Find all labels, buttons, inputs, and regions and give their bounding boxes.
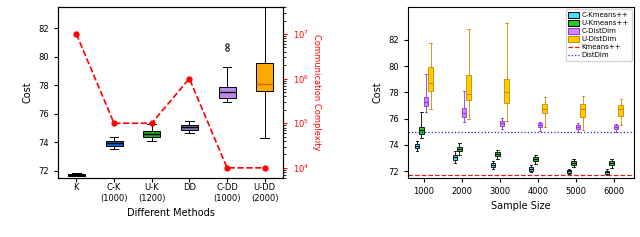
PathPatch shape <box>457 146 461 151</box>
PathPatch shape <box>219 87 236 98</box>
PathPatch shape <box>618 105 623 116</box>
PathPatch shape <box>614 125 618 129</box>
PathPatch shape <box>609 161 614 165</box>
PathPatch shape <box>538 123 542 127</box>
PathPatch shape <box>504 79 509 103</box>
Legend: C-Kmeans++, U-Kmeans++, C-DistDim, U-DistDim, Kmeans++, DistDim: C-Kmeans++, U-Kmeans++, C-DistDim, U-Dis… <box>566 9 632 61</box>
PathPatch shape <box>68 174 85 176</box>
PathPatch shape <box>415 144 419 148</box>
PathPatch shape <box>491 163 495 167</box>
X-axis label: Sample Size: Sample Size <box>491 201 550 211</box>
PathPatch shape <box>580 104 585 117</box>
PathPatch shape <box>576 125 580 128</box>
Y-axis label: Communication Complexity: Communication Complexity <box>312 34 321 151</box>
PathPatch shape <box>256 63 273 91</box>
Y-axis label: Cost: Cost <box>22 82 32 103</box>
PathPatch shape <box>428 68 433 91</box>
PathPatch shape <box>495 152 500 156</box>
X-axis label: Different Methods: Different Methods <box>127 208 214 218</box>
PathPatch shape <box>424 97 428 106</box>
PathPatch shape <box>467 75 471 100</box>
PathPatch shape <box>529 167 533 171</box>
PathPatch shape <box>500 121 504 126</box>
PathPatch shape <box>572 161 576 165</box>
Y-axis label: Cost: Cost <box>372 82 382 103</box>
PathPatch shape <box>605 171 609 173</box>
PathPatch shape <box>143 131 160 137</box>
PathPatch shape <box>452 155 457 160</box>
PathPatch shape <box>181 125 198 130</box>
PathPatch shape <box>533 157 538 161</box>
PathPatch shape <box>543 104 547 114</box>
PathPatch shape <box>567 170 571 173</box>
PathPatch shape <box>419 127 424 134</box>
PathPatch shape <box>106 141 122 146</box>
PathPatch shape <box>462 108 466 117</box>
